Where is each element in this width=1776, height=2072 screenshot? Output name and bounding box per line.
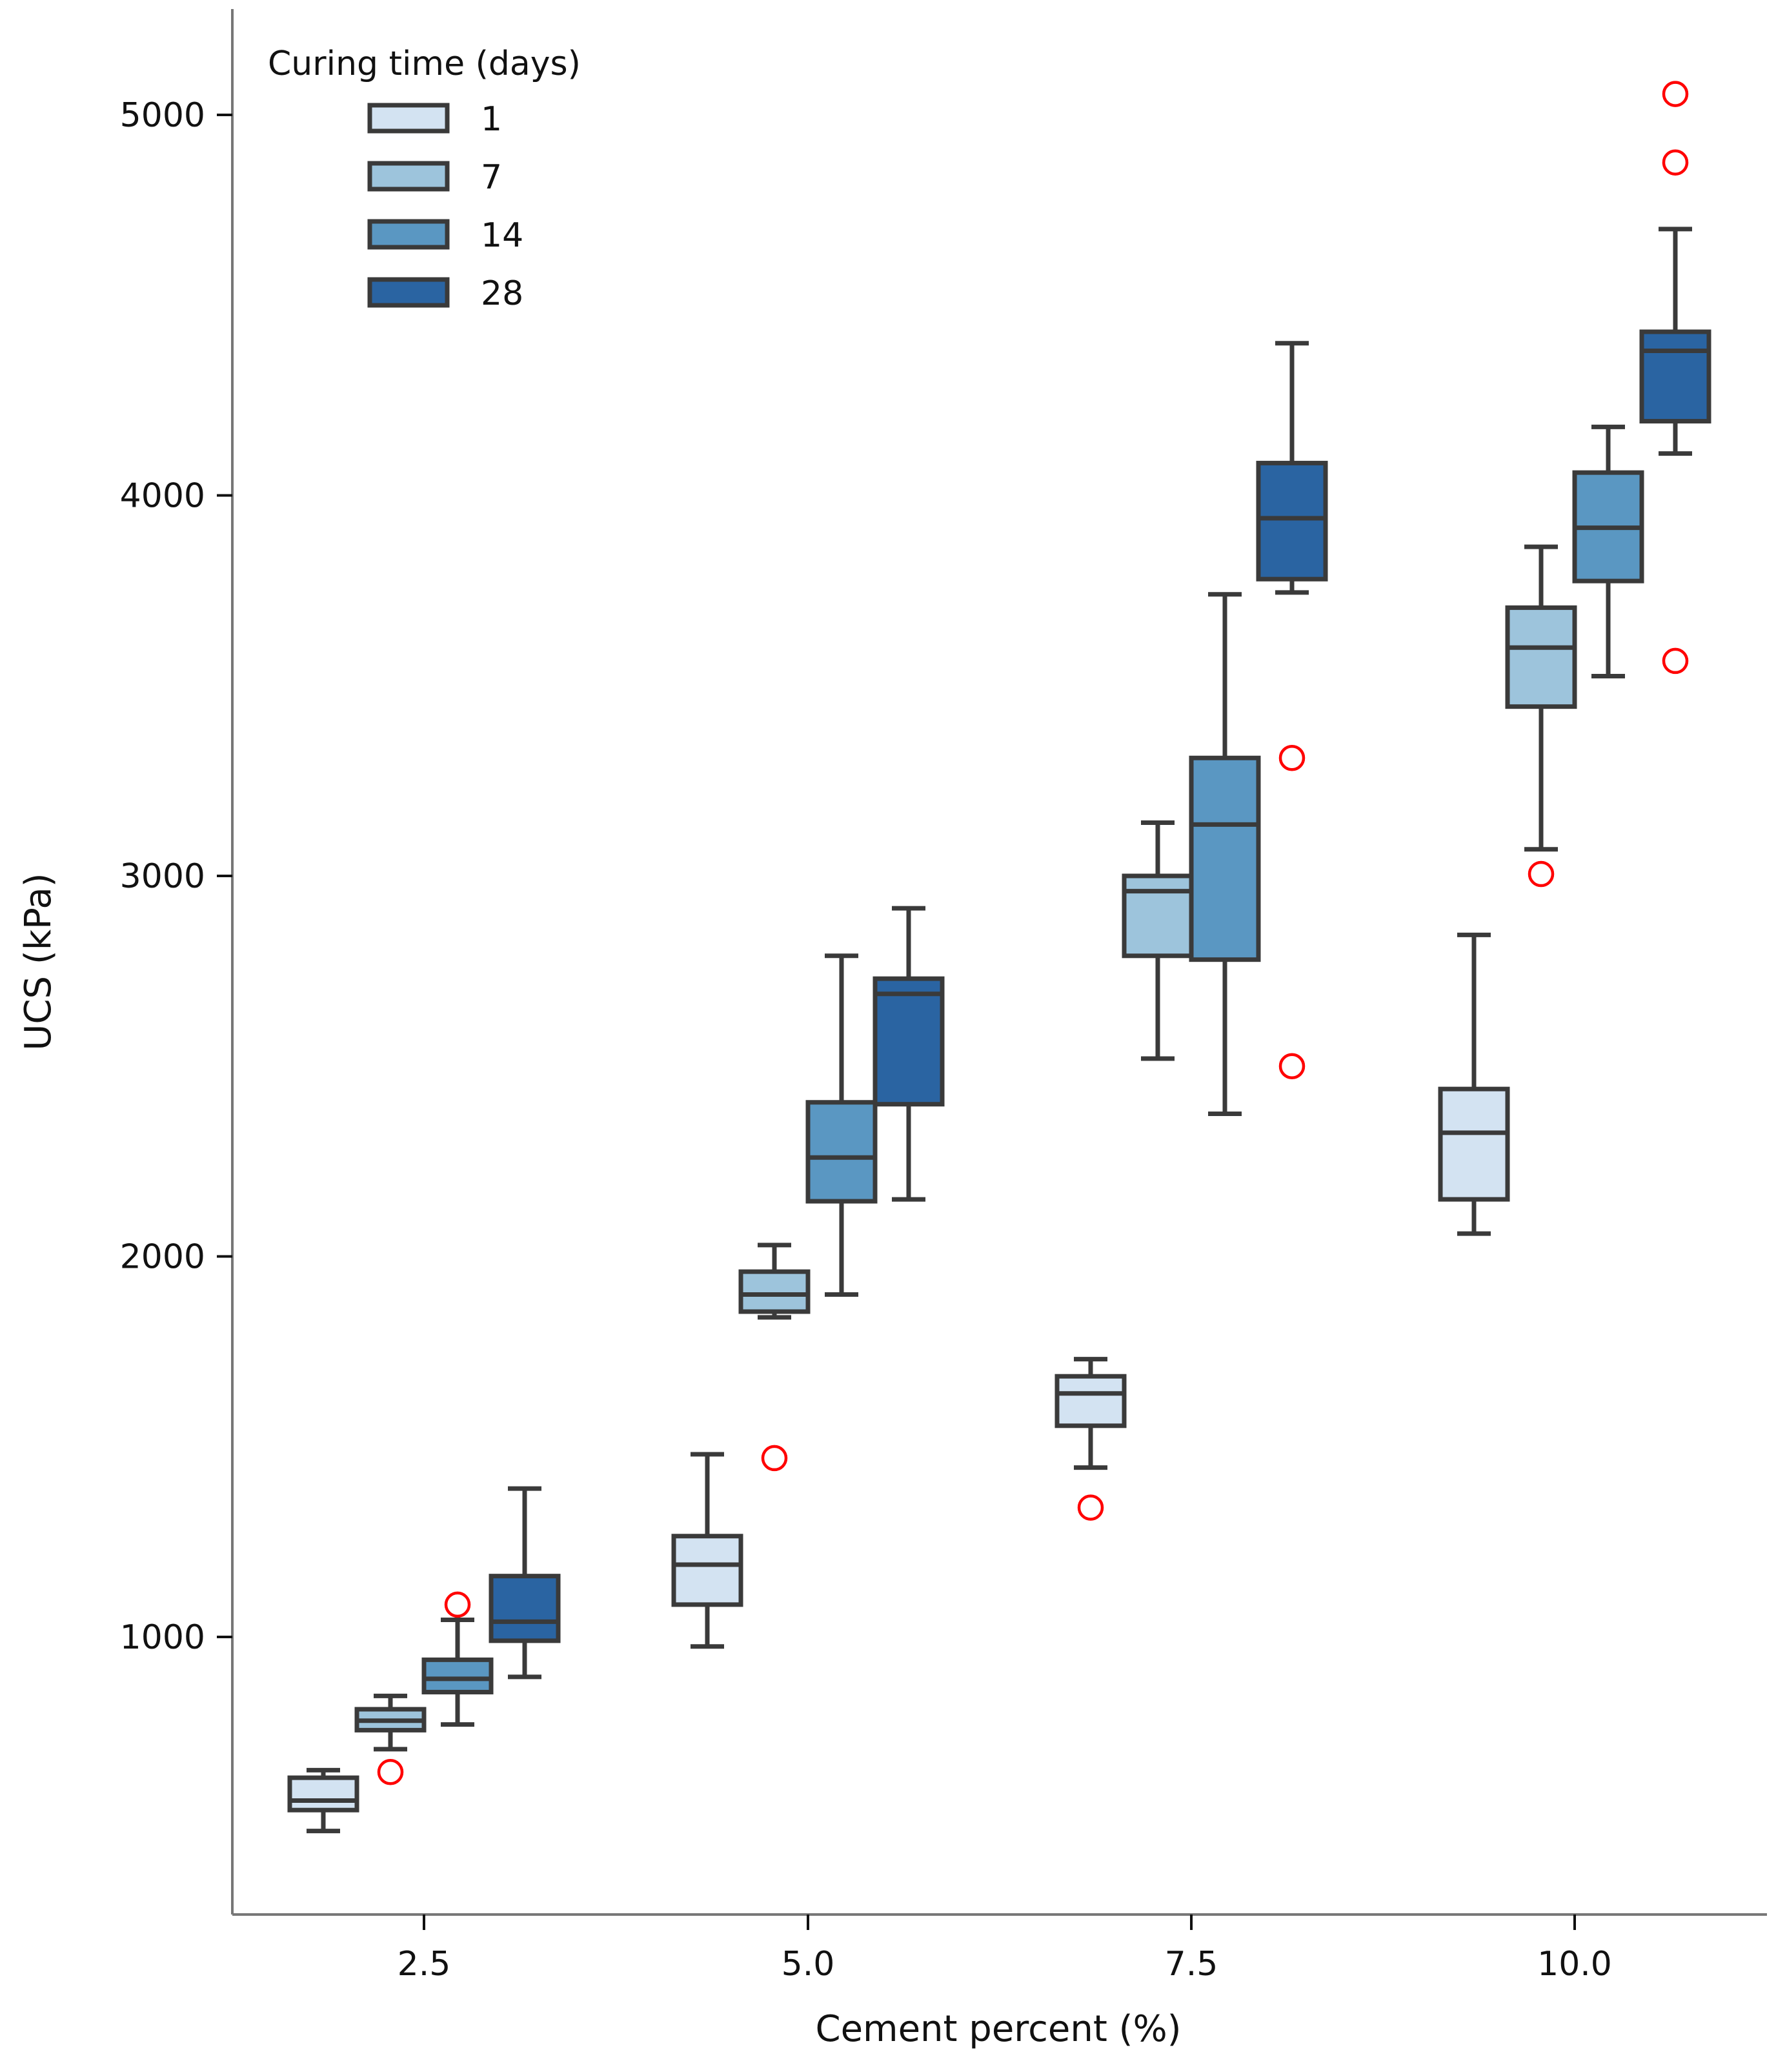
legend-item-28: 28 (367, 274, 523, 313)
legend-label: 7 (481, 158, 502, 197)
y-tick-label: 1000 (120, 1618, 205, 1657)
outlier-point (761, 1445, 788, 1472)
series-28-days (489, 81, 1711, 1680)
legend-label: 28 (481, 274, 523, 313)
legend-item-1: 1 (367, 100, 502, 139)
legend-swatch (367, 219, 450, 250)
box-7d-10.0 (1505, 544, 1577, 888)
iqr-box (805, 1100, 878, 1204)
iqr-box (873, 976, 945, 1107)
box-7d-5.0 (738, 1243, 811, 1472)
box-28d-7.5 (1256, 341, 1328, 1079)
legend-title: Curing time (days) (268, 45, 581, 83)
outlier-point (1278, 745, 1306, 771)
iqr-box (421, 1657, 494, 1694)
legend-swatch (367, 277, 450, 308)
plot-area (287, 81, 1711, 1834)
box-1d-10.0 (1438, 932, 1510, 1236)
outlier-point (444, 1591, 471, 1618)
x-tick-label: 5.0 (782, 1945, 835, 1984)
legend-label: 1 (481, 100, 502, 139)
box-14d-2.5 (421, 1591, 494, 1727)
legend: Curing time (days) 1 7 14 28 (268, 45, 581, 313)
legend-label: 14 (481, 216, 523, 255)
y-ticks: 1000 2000 3000 4000 5000 (120, 96, 232, 1657)
y-tick-label: 2000 (120, 1238, 205, 1277)
x-tick-label: 10.0 (1537, 1945, 1612, 1984)
series-1-days (287, 932, 1510, 1834)
legend-swatch (367, 103, 450, 134)
iqr-box (1054, 1374, 1127, 1428)
y-axis-title: UCS (kPa) (17, 873, 59, 1050)
box-1d-2.5 (287, 1767, 359, 1834)
box-1d-7.5 (1054, 1357, 1127, 1521)
series-7-days (354, 544, 1577, 1785)
box-28d-5.0 (873, 906, 945, 1202)
box-7d-7.5 (1122, 820, 1194, 1061)
outlier-point (377, 1759, 404, 1785)
axes (231, 9, 1767, 1916)
box-7d-2.5 (354, 1693, 427, 1785)
outlier-point (1662, 81, 1689, 107)
iqr-box (1639, 329, 1711, 424)
iqr-box (1189, 755, 1261, 962)
box-14d-7.5 (1189, 592, 1261, 1116)
outlier-point (1278, 1053, 1306, 1079)
x-ticks: 2.5 5.0 7.5 10.0 (398, 1915, 1612, 1984)
series-14-days (421, 424, 1644, 1727)
box-14d-10.0 (1572, 424, 1644, 679)
iqr-box (1438, 1086, 1510, 1202)
box-1d-5.0 (671, 1452, 743, 1649)
iqr-box (1505, 605, 1577, 709)
y-tick-label: 4000 (120, 477, 205, 516)
x-axis-title: Cement percent (%) (816, 2008, 1182, 2050)
x-tick-label: 2.5 (398, 1945, 451, 1984)
box-14d-5.0 (805, 953, 878, 1297)
iqr-box (489, 1574, 561, 1643)
outlier-point (1077, 1494, 1104, 1521)
box-28d-2.5 (489, 1486, 561, 1680)
legend-swatch (367, 161, 450, 192)
y-tick-label: 3000 (120, 857, 205, 896)
x-tick-label: 7.5 (1165, 1945, 1218, 1984)
outlier-point (1662, 149, 1689, 176)
outlier-point (1662, 647, 1689, 675)
iqr-box (1256, 460, 1328, 582)
iqr-box (671, 1534, 743, 1607)
outlier-point (1528, 860, 1555, 888)
legend-item-14: 14 (367, 216, 523, 255)
legend-item-7: 7 (367, 158, 502, 197)
box-28d-10.0 (1639, 81, 1711, 675)
iqr-box (1122, 873, 1194, 959)
iqr-box (738, 1269, 811, 1314)
iqr-box (287, 1775, 359, 1813)
y-tick-label: 5000 (120, 96, 205, 135)
